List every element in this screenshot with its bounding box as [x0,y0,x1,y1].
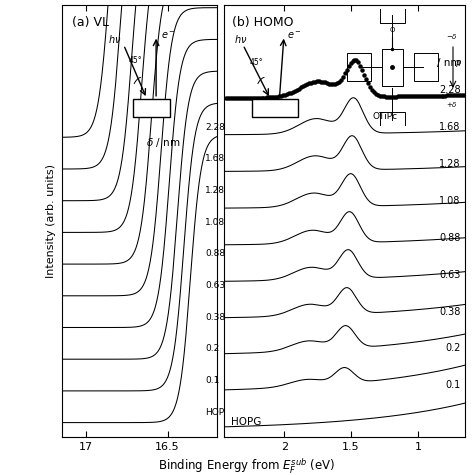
Text: $\delta$ / nm: $\delta$ / nm [146,136,181,149]
Text: 0.88: 0.88 [205,249,225,258]
Text: Binding Energy from $E_F^{sub}$ (eV): Binding Energy from $E_F^{sub}$ (eV) [158,456,335,475]
Text: HOPG: HOPG [231,417,262,427]
Text: 0.63: 0.63 [205,281,225,290]
Text: / nm: / nm [437,58,461,68]
Text: (a) VL: (a) VL [73,16,109,28]
Text: 0.1: 0.1 [445,380,461,390]
Text: HOPG: HOPG [205,408,231,417]
Text: 1.28: 1.28 [205,186,225,195]
Text: 1.08: 1.08 [439,196,461,206]
Text: 1.68: 1.68 [439,122,461,133]
Text: 0.63: 0.63 [439,270,461,280]
Text: 1.68: 1.68 [205,154,225,163]
Text: (b) HOMO: (b) HOMO [232,16,293,28]
Text: 0.2: 0.2 [445,343,461,353]
Text: 2.28: 2.28 [205,123,225,132]
Text: 2.28: 2.28 [439,86,461,95]
Text: 0.38: 0.38 [205,313,225,322]
Text: 0.38: 0.38 [439,306,461,316]
Text: 0.88: 0.88 [439,233,461,243]
Text: 1.08: 1.08 [205,218,225,227]
Text: 0.2: 0.2 [205,344,219,353]
Text: 1.28: 1.28 [439,159,461,169]
Text: 0.1: 0.1 [205,376,219,385]
Y-axis label: Intensity (arb. units): Intensity (arb. units) [46,164,56,278]
